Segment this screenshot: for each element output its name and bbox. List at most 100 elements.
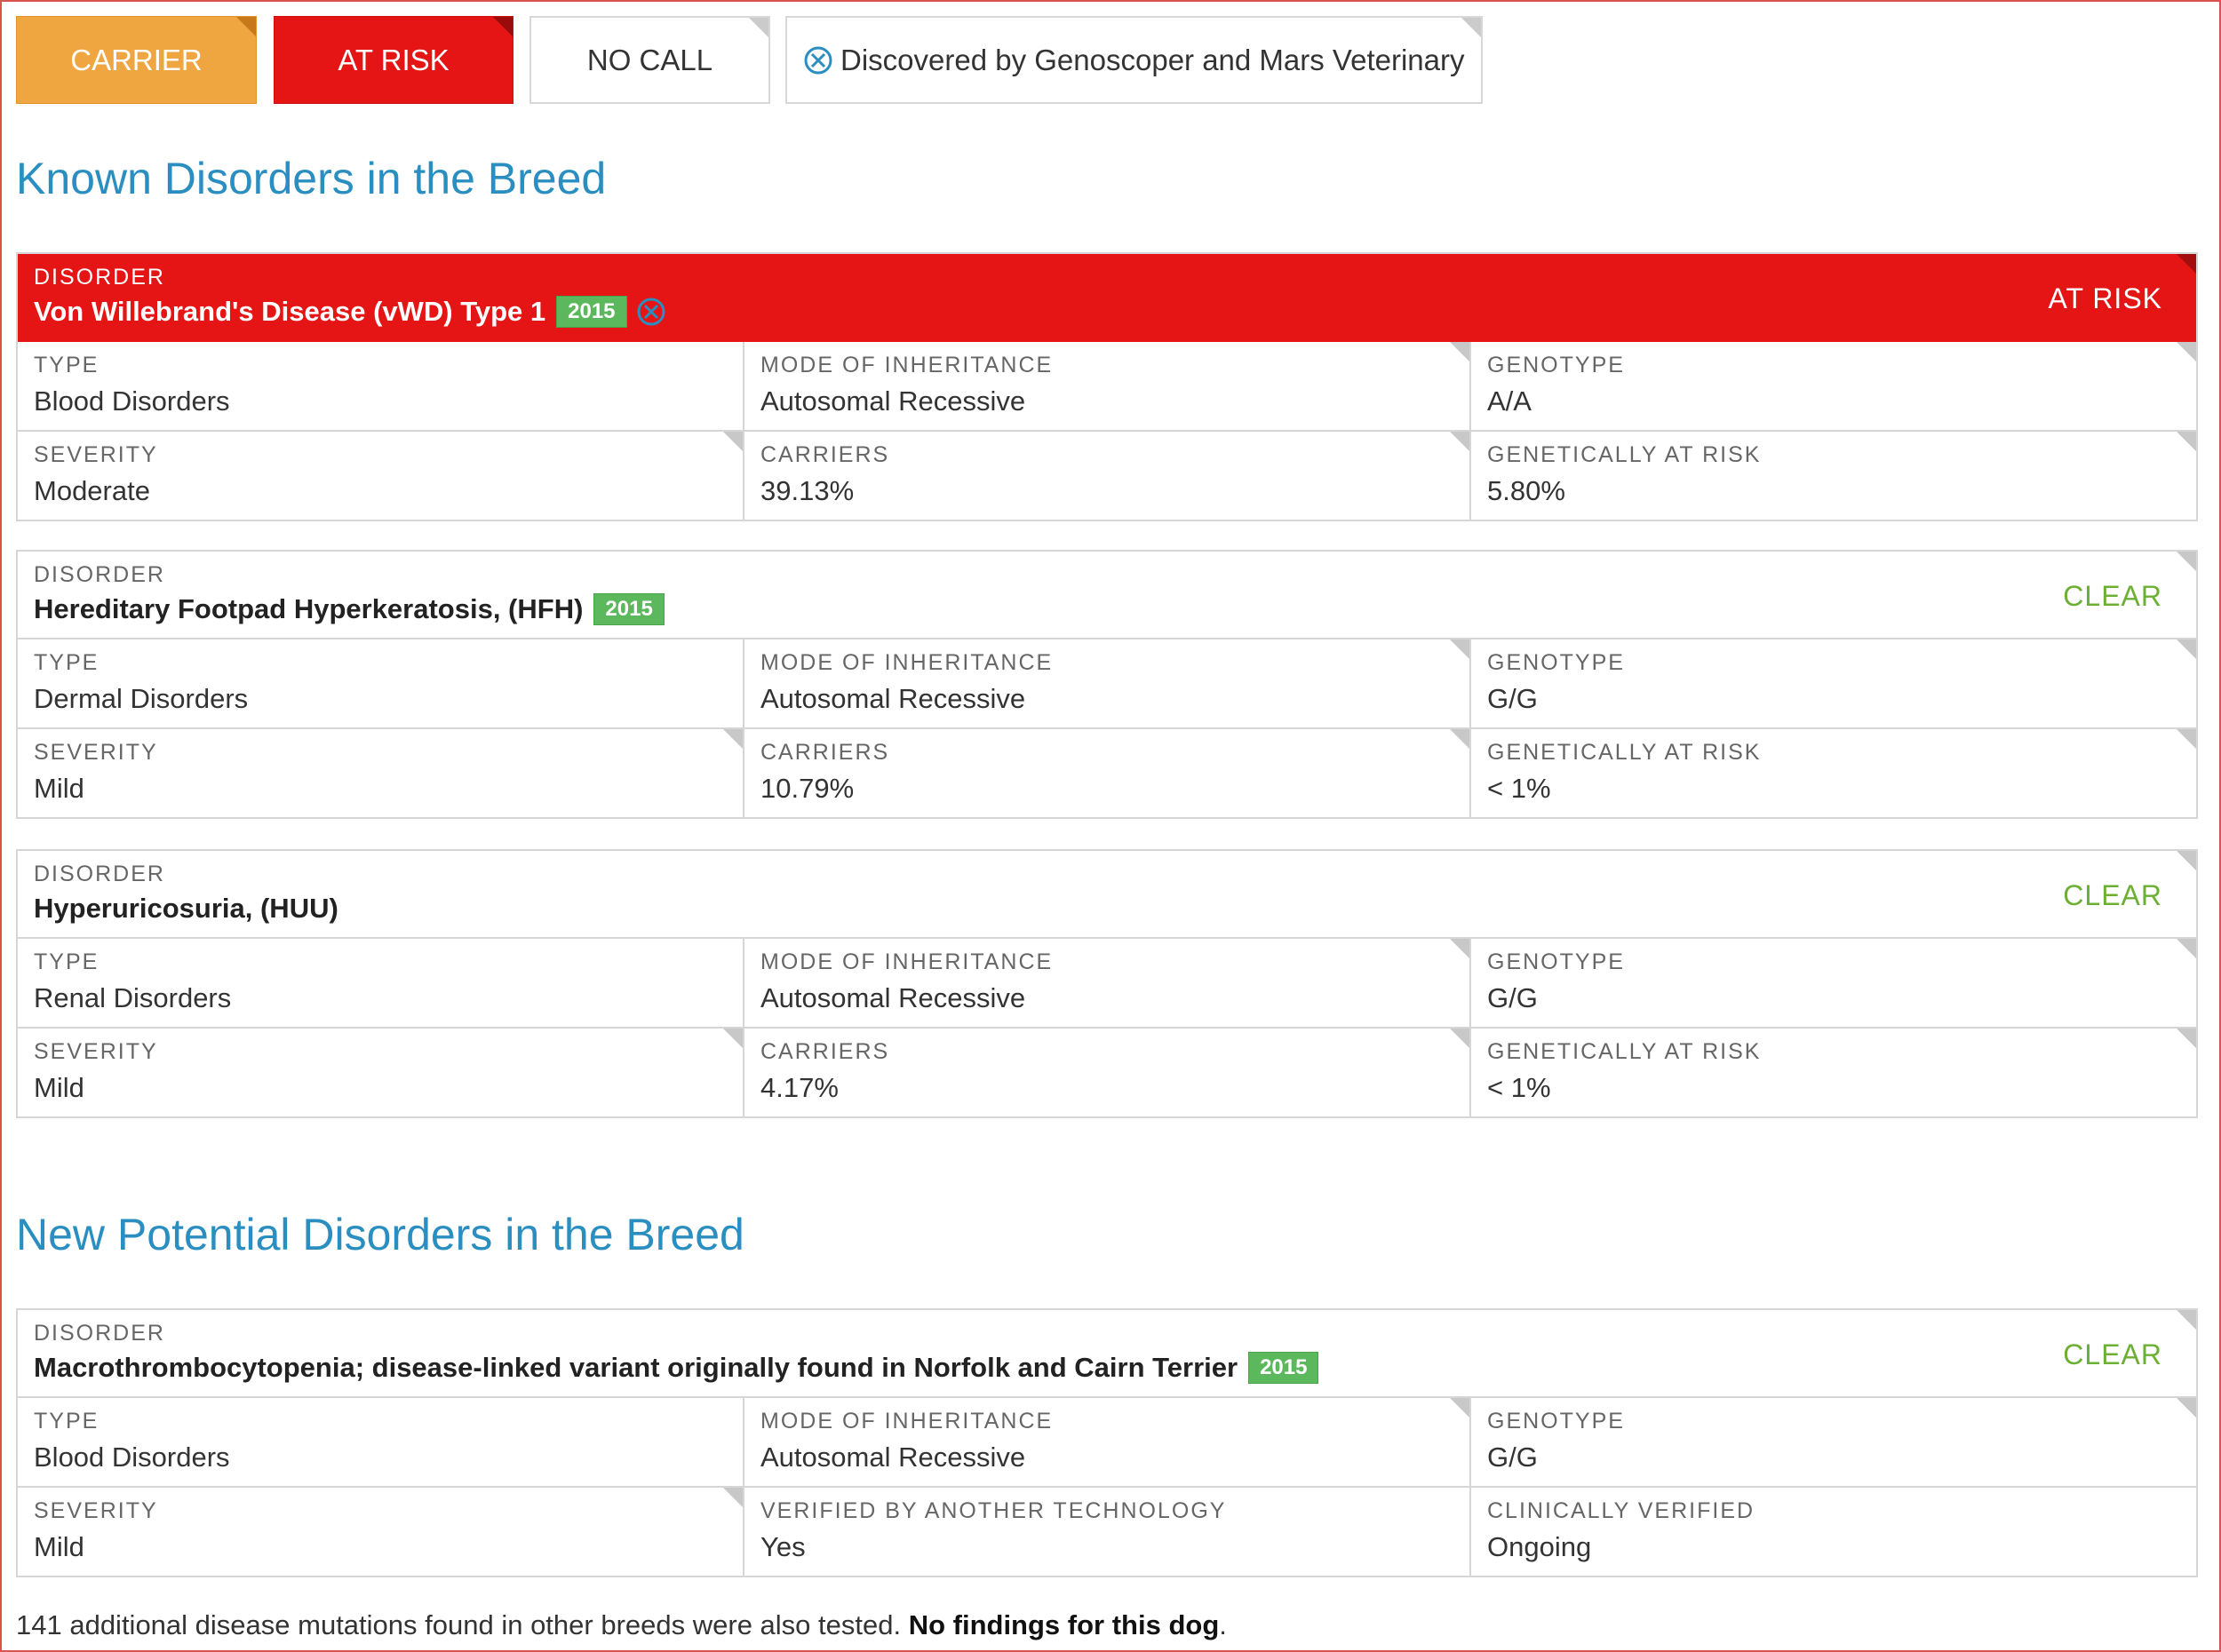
legend-at-risk: AT RISK [274,16,513,104]
genotype-label: GENOTYPE [1487,949,1625,974]
carriers-label: CARRIERS [760,442,890,467]
mode-value: Autosomal Recessive [760,1442,1026,1473]
mode-cell: MODE OF INHERITANCE Autosomal Recessive [744,639,1471,727]
severity-cell: SEVERITY Mild [18,1029,744,1116]
severity-cell: SEVERITY Mild [18,1488,744,1576]
genotype-label: GENOTYPE [1487,650,1625,675]
type-value: Dermal Disorders [34,683,249,714]
severity-cell: SEVERITY Mild [18,729,744,817]
carriers-cell: CARRIERS 4.17% [744,1029,1471,1116]
at-risk-value: 5.80% [1487,475,1565,506]
type-cell: TYPE Blood Disorders [18,342,744,430]
severity-label: SEVERITY [34,740,158,765]
circle-x-icon [637,298,665,326]
mode-label: MODE OF INHERITANCE [760,1409,1054,1434]
type-value: Blood Disorders [34,1442,230,1473]
genotype-label: GENOTYPE [1487,353,1625,377]
verified-value: Yes [760,1531,806,1562]
type-cell: TYPE Dermal Disorders [18,639,744,727]
severity-value: Mild [34,1072,84,1103]
carriers-value: 39.13% [760,475,855,506]
at-risk-label: GENETICALLY AT RISK [1487,442,1762,467]
info-row: TYPE Renal Disorders MODE OF INHERITANCE… [18,939,2196,1029]
type-label: TYPE [34,353,100,377]
genotype-cell: GENOTYPE A/A [1471,342,2196,430]
disorder-label: DISORDER [34,265,165,290]
at-risk-value: < 1% [1487,773,1551,804]
mode-cell: MODE OF INHERITANCE Autosomal Recessive [744,342,1471,430]
disorder-name: Macrothrombocytopenia; disease-linked va… [34,1352,1238,1383]
legend-discovered-label: Discovered by Genoscoper and Mars Veteri… [840,43,1465,76]
type-label: TYPE [34,1409,100,1434]
genotype-value: G/G [1487,982,1538,1013]
genotype-cell: GENOTYPE G/G [1471,939,2196,1027]
disorder-card-macrothrombocytopenia[interactable]: DISORDER Macrothrombocytopenia; disease-… [16,1308,2198,1577]
at-risk-cell: GENETICALLY AT RISK < 1% [1471,729,2196,817]
verified-cell: VERIFIED BY ANOTHER TECHNOLOGY Yes [744,1488,1471,1576]
legend-no-call: NO CALL [529,16,770,104]
type-value: Renal Disorders [34,982,232,1013]
genotype-value: A/A [1487,385,1532,417]
year-badge: 2015 [556,296,627,328]
mode-label: MODE OF INHERITANCE [760,353,1054,377]
severity-value: Mild [34,773,84,804]
carriers-cell: CARRIERS 10.79% [744,729,1471,817]
type-value: Blood Disorders [34,385,230,417]
at-risk-label: GENETICALLY AT RISK [1487,1039,1762,1064]
type-cell: TYPE Renal Disorders [18,939,744,1027]
carriers-label: CARRIERS [760,740,890,765]
section-title-known: Known Disorders in the Breed [16,154,607,203]
type-cell: TYPE Blood Disorders [18,1398,744,1486]
info-row: SEVERITY Moderate CARRIERS 39.13% GENETI… [18,432,2196,520]
genotype-cell: GENOTYPE G/G [1471,639,2196,727]
section-title-new-potential: New Potential Disorders in the Breed [16,1210,744,1259]
disorder-card-hfh[interactable]: DISORDER Hereditary Footpad Hyperkeratos… [16,550,2198,819]
disorder-header[interactable]: DISORDER Macrothrombocytopenia; disease-… [18,1310,2196,1398]
circle-x-icon [804,46,832,74]
disorder-name-row: Macrothrombocytopenia; disease-linked va… [34,1352,2180,1384]
genotype-value: G/G [1487,1442,1538,1473]
severity-cell: SEVERITY Moderate [18,432,744,520]
disorder-name-row: Hyperuricosuria, (HUU) [34,893,2180,925]
type-label: TYPE [34,650,100,675]
status-badge: CLEAR [2063,580,2162,612]
disorder-name: Von Willebrand's Disease (vWD) Type 1 [34,296,546,327]
disorder-card-vwd[interactable]: DISORDER Von Willebrand's Disease (vWD) … [16,252,2198,521]
legend-carrier-label: CARRIER [70,43,203,76]
verified-label: VERIFIED BY ANOTHER TECHNOLOGY [760,1498,1227,1523]
genotype-cell: GENOTYPE G/G [1471,1398,2196,1486]
footer-end: . [1219,1609,1227,1640]
carriers-value: 10.79% [760,773,855,804]
clinically-verified-value: Ongoing [1487,1531,1592,1562]
legend-carrier: CARRIER [16,16,257,104]
carriers-value: 4.17% [760,1072,839,1103]
disorder-label: DISORDER [34,862,165,886]
at-risk-label: GENETICALLY AT RISK [1487,740,1762,765]
legend-no-call-label: NO CALL [586,43,713,76]
clinically-verified-label: CLINICALLY VERIFIED [1487,1498,1755,1523]
at-risk-value: < 1% [1487,1072,1551,1103]
disorder-header[interactable]: DISORDER Hereditary Footpad Hyperkeratos… [18,552,2196,639]
footer-note: 141 additional disease mutations found i… [16,1609,1227,1641]
footer-text: 141 additional disease mutations found i… [16,1609,909,1640]
disorder-name: Hyperuricosuria, (HUU) [34,893,338,924]
genotype-label: GENOTYPE [1487,1409,1625,1434]
mode-cell: MODE OF INHERITANCE Autosomal Recessive [744,1398,1471,1486]
disorder-label: DISORDER [34,1321,165,1346]
severity-label: SEVERITY [34,442,158,467]
disorder-card-huu[interactable]: DISORDER Hyperuricosuria, (HUU) CLEAR TY… [16,849,2198,1118]
clinically-verified-cell: CLINICALLY VERIFIED Ongoing [1471,1488,2196,1576]
disorder-label: DISORDER [34,562,165,587]
mode-cell: MODE OF INHERITANCE Autosomal Recessive [744,939,1471,1027]
disorder-header[interactable]: DISORDER Hyperuricosuria, (HUU) CLEAR [18,851,2196,939]
info-row: SEVERITY Mild VERIFIED BY ANOTHER TECHNO… [18,1488,2196,1576]
carriers-cell: CARRIERS 39.13% [744,432,1471,520]
disorder-name-row: Von Willebrand's Disease (vWD) Type 1 20… [34,296,2180,328]
at-risk-cell: GENETICALLY AT RISK < 1% [1471,1029,2196,1116]
disorder-header[interactable]: DISORDER Von Willebrand's Disease (vWD) … [18,254,2196,342]
status-badge: CLEAR [2063,1338,2162,1370]
mode-label: MODE OF INHERITANCE [760,949,1054,974]
genotype-value: G/G [1487,683,1538,714]
info-row: SEVERITY Mild CARRIERS 10.79% GENETICALL… [18,729,2196,817]
